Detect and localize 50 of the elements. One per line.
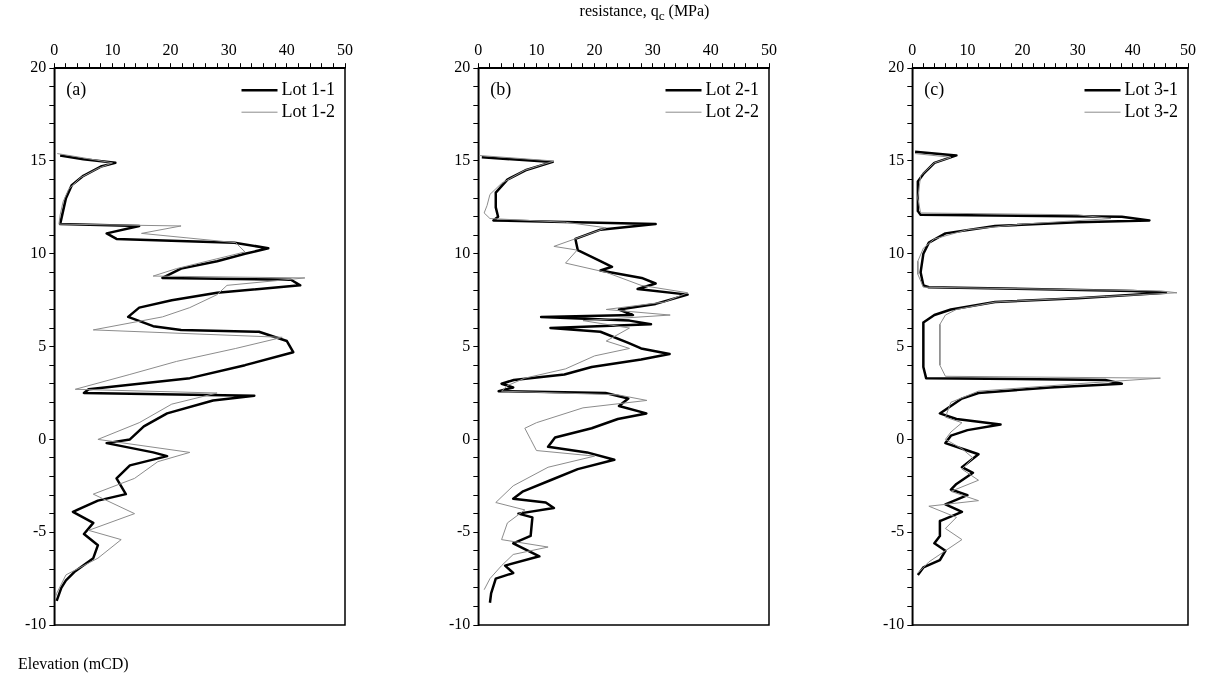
- x-tick-label: 20: [586, 40, 603, 58]
- x-tick-label: 10: [959, 40, 976, 58]
- y-axis-title: Elevation (mCD): [18, 655, 129, 673]
- y-tick-label: -10: [25, 615, 47, 633]
- x-tick-label: 10: [104, 40, 121, 58]
- annotation: (c): [924, 78, 945, 100]
- y-tick-label: 20: [30, 58, 47, 76]
- y-tick-label: 20: [888, 58, 905, 76]
- x-tick-label: 0: [474, 40, 483, 58]
- y-tick-label: 10: [30, 244, 47, 261]
- legend-label: Lot 1-1: [281, 78, 336, 99]
- y-tick-label: 0: [462, 429, 471, 447]
- x-axis-title: resistance, q$_{c}$ (MPa): [578, 2, 711, 25]
- y-tick-label: 10: [888, 244, 905, 261]
- x-tick-label: 50: [761, 40, 777, 58]
- legend-label: Lot 2-2: [705, 100, 760, 121]
- y-tick-label: 0: [38, 429, 47, 447]
- x-tick-label: 30: [644, 40, 661, 58]
- y-tick-label: 20: [454, 58, 471, 76]
- y-tick-label: 5: [462, 336, 471, 354]
- y-tick-label: 5: [896, 336, 905, 354]
- y-tick-label: -10: [449, 615, 471, 633]
- legend-label: Lot 3-1: [1124, 78, 1179, 99]
- y-tick-label: 15: [30, 151, 47, 169]
- x-tick-label: 20: [162, 40, 179, 58]
- annotation: (b): [490, 78, 512, 100]
- x-tick-label: 30: [220, 40, 237, 58]
- y-tick-label: 0: [896, 429, 905, 447]
- x-tick-label: 50: [1180, 40, 1196, 58]
- y-tick-label: 10: [454, 244, 471, 261]
- x-tick-label: 40: [702, 40, 719, 58]
- annotation: (a): [66, 78, 87, 100]
- y-tick-label: -10: [883, 615, 905, 633]
- y-tick-label: 5: [38, 336, 47, 354]
- x-tick-label: 50: [337, 40, 353, 58]
- legend-label: Lot 3-2: [1124, 100, 1179, 121]
- x-tick-label: 40: [1124, 40, 1141, 58]
- y-tick-label: -5: [457, 522, 471, 540]
- legend-label: Lot 1-2: [281, 100, 336, 121]
- x-tick-label: 0: [50, 40, 59, 58]
- x-tick-label: 10: [528, 40, 545, 58]
- y-tick-label: 15: [454, 151, 471, 169]
- x-tick-label: 40: [278, 40, 295, 58]
- x-tick-label: 30: [1069, 40, 1086, 58]
- x-tick-label: 0: [908, 40, 917, 58]
- y-tick-label: -5: [891, 522, 905, 540]
- legend-label: Lot 2-1: [705, 78, 760, 99]
- y-tick-label: -5: [33, 522, 47, 540]
- x-tick-label: 20: [1014, 40, 1031, 58]
- y-tick-label: 15: [888, 151, 905, 169]
